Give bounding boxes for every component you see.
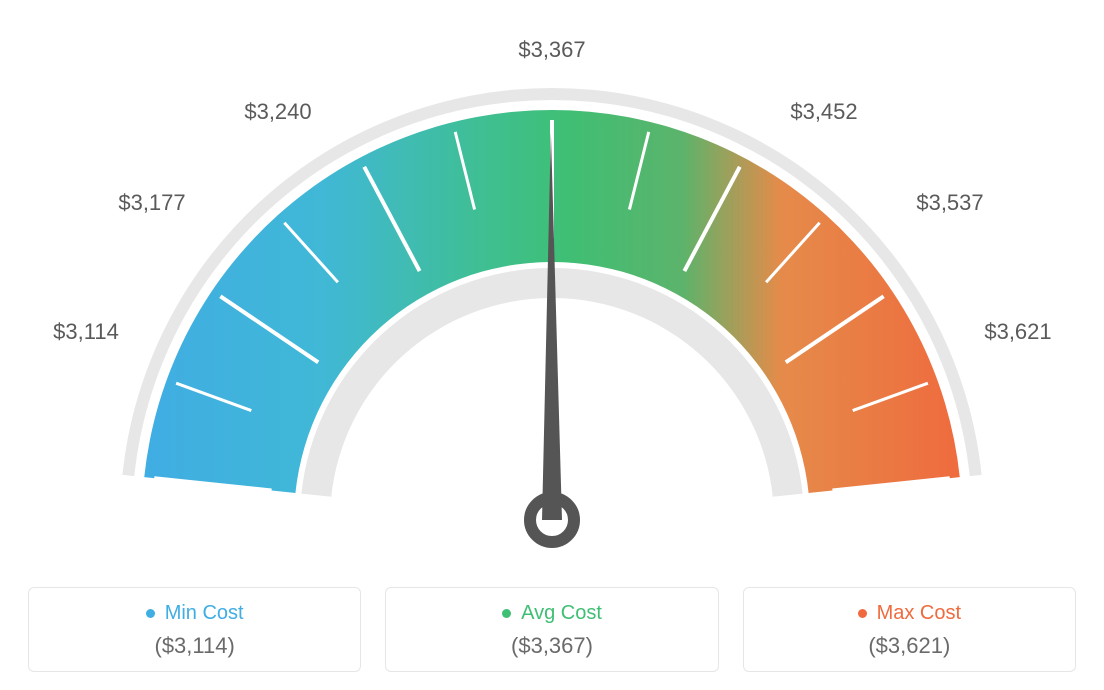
dot-icon [146, 609, 155, 618]
legend-card-max: Max Cost ($3,621) [743, 587, 1076, 672]
legend-row: Min Cost ($3,114) Avg Cost ($3,367) Max … [0, 587, 1104, 672]
dot-icon [858, 609, 867, 618]
legend-value-avg: ($3,367) [396, 633, 707, 659]
legend-title-max: Max Cost [858, 602, 961, 625]
legend-title-min: Min Cost [146, 602, 244, 625]
gauge-tick-label: $3,240 [244, 99, 311, 125]
legend-title-text: Avg Cost [521, 602, 602, 625]
legend-value-min: ($3,114) [39, 633, 350, 659]
gauge-tick-label: $3,177 [118, 190, 185, 216]
gauge-tick-label: $3,452 [790, 99, 857, 125]
dot-icon [502, 609, 511, 618]
legend-card-avg: Avg Cost ($3,367) [385, 587, 718, 672]
legend-value-max: ($3,621) [754, 633, 1065, 659]
gauge-svg [0, 20, 1104, 580]
gauge-tick-label: $3,537 [916, 190, 983, 216]
legend-title-avg: Avg Cost [502, 602, 602, 625]
gauge-cost-chart: $3,114 $3,177 $3,240 $3,367 $3,452 $3,537 $3,6… [0, 0, 1104, 690]
gauge-tick-label: $3,114 [53, 319, 119, 345]
legend-card-min: Min Cost ($3,114) [28, 587, 361, 672]
gauge-tick-label: $3,367 [518, 37, 585, 63]
gauge-area: $3,114 $3,177 $3,240 $3,367 $3,452 $3,537 $3,6… [0, 20, 1104, 580]
legend-title-text: Max Cost [877, 602, 961, 625]
gauge-tick-label: $3,621 [984, 319, 1051, 345]
legend-title-text: Min Cost [165, 602, 244, 625]
